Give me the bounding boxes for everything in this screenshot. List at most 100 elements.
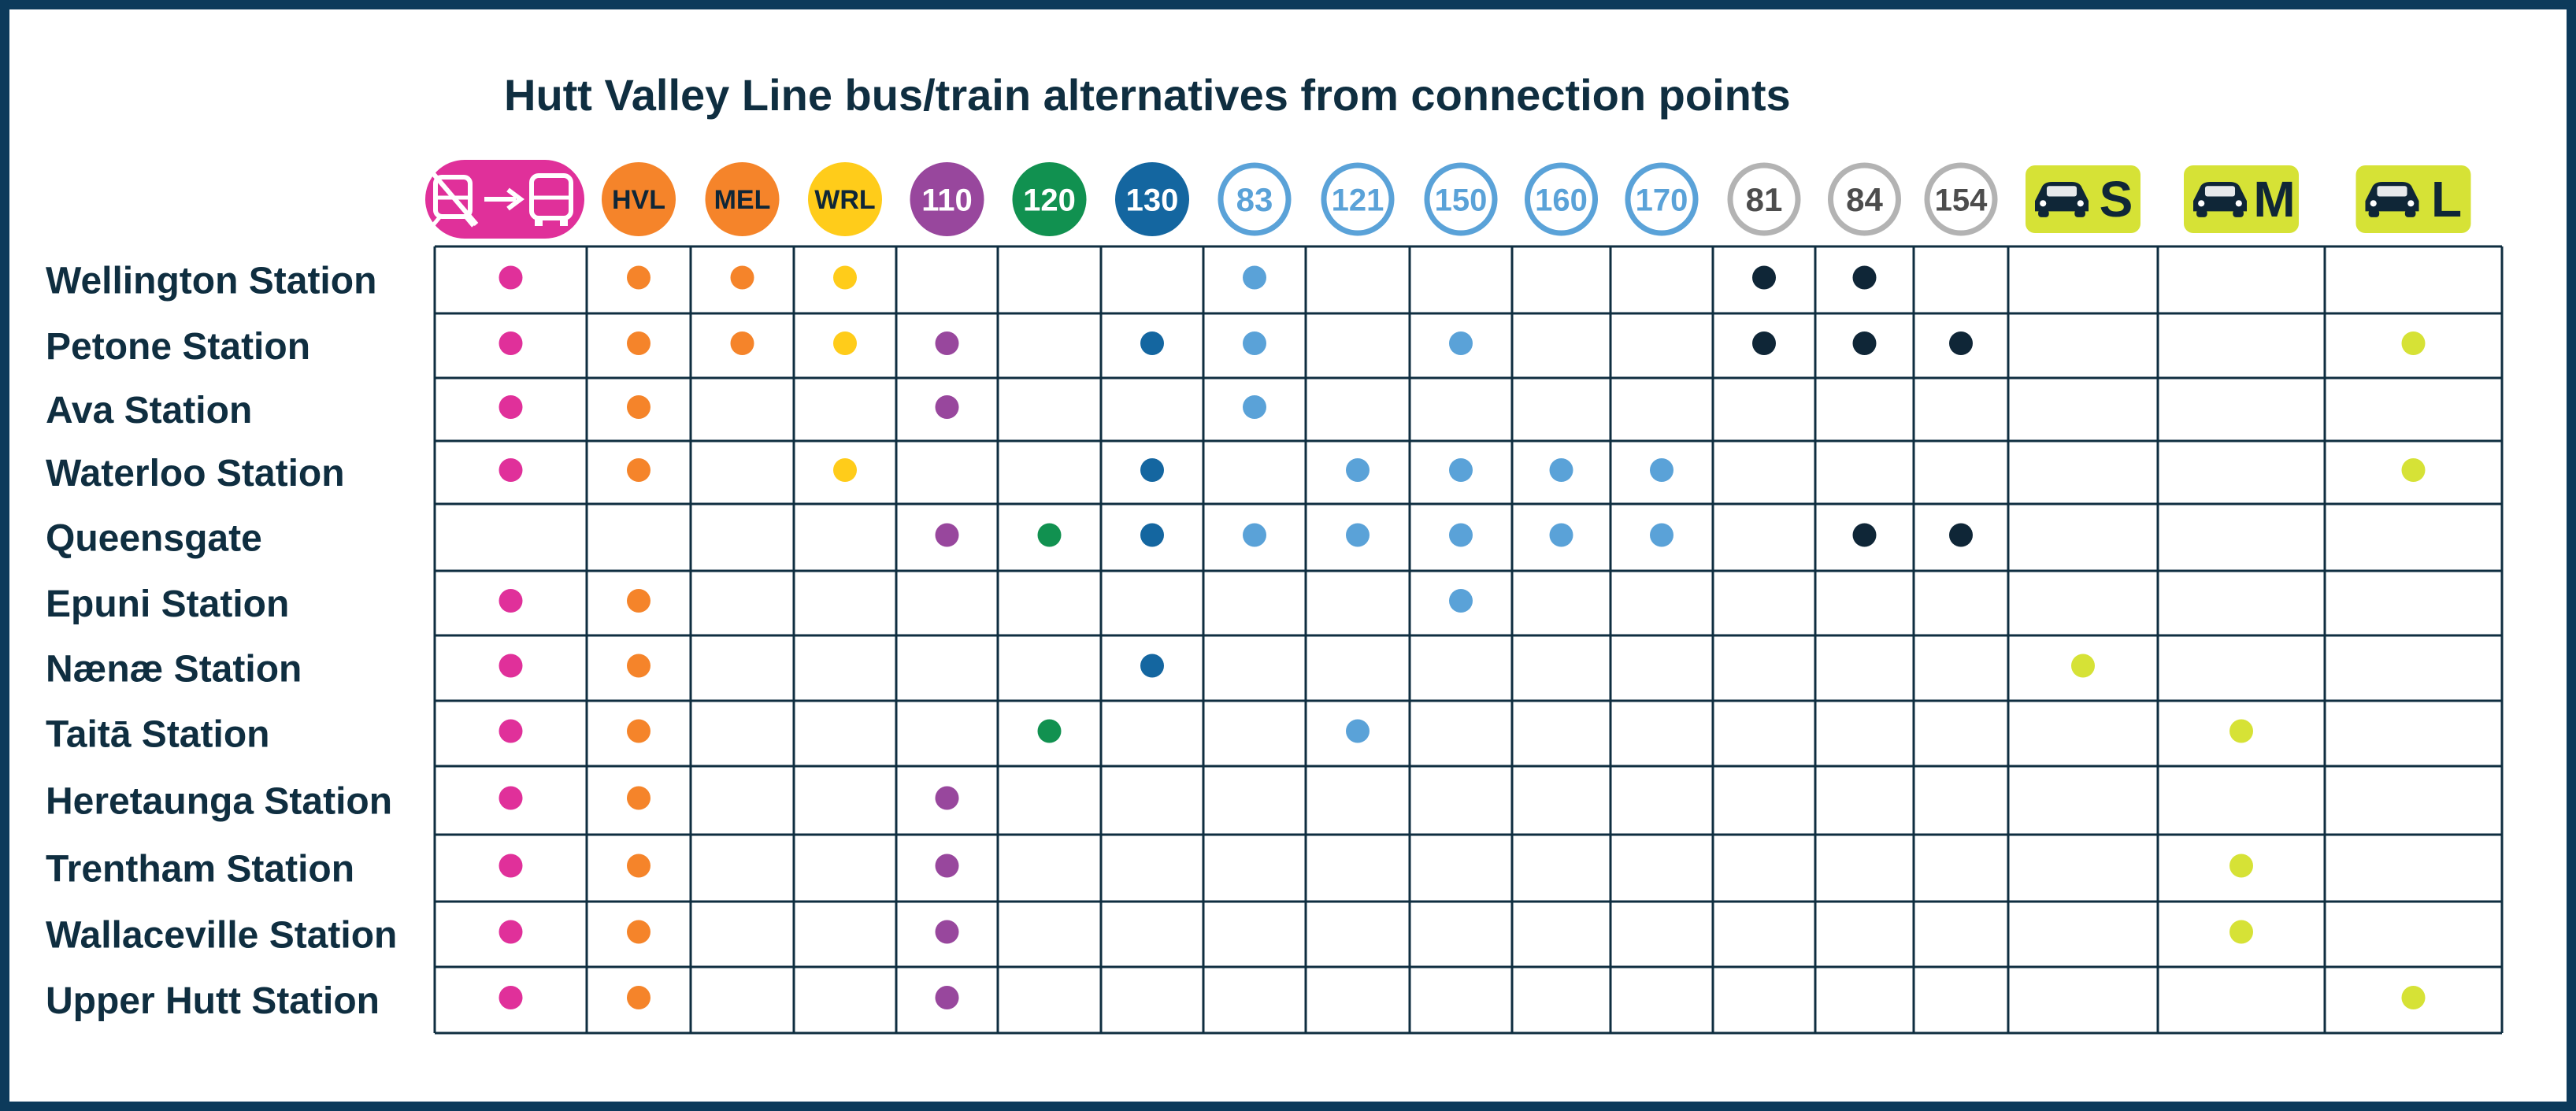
service-dot xyxy=(833,458,857,482)
service-dot xyxy=(1449,458,1473,482)
service-dot xyxy=(1752,265,1776,290)
service-dot xyxy=(1243,265,1266,290)
column-label: M xyxy=(2253,171,2295,228)
column-header-81: 81 xyxy=(1727,162,1801,236)
column-label: S xyxy=(2100,171,2133,228)
column-header-taxi-m: M xyxy=(2184,165,2299,233)
station-label: Trentham Station xyxy=(46,849,354,891)
column-label: 110 xyxy=(921,183,973,217)
column-header-mel: MEL xyxy=(705,162,780,236)
column-label: MEL xyxy=(714,185,771,215)
station-label: Upper Hutt Station xyxy=(46,980,380,1022)
column-header-rail-replacement xyxy=(425,160,584,239)
column-header-wrl: WRL xyxy=(808,162,882,236)
service-dot xyxy=(627,719,650,743)
column-header-160: 160 xyxy=(1525,162,1598,236)
service-dot xyxy=(935,920,959,944)
service-dot xyxy=(499,986,523,1009)
column-label: 84 xyxy=(1846,181,1883,218)
service-dot xyxy=(499,719,523,743)
station-label: Wallaceville Station xyxy=(46,915,397,957)
column-header-110: 110 xyxy=(910,162,984,236)
service-dot xyxy=(627,395,650,419)
service-dot xyxy=(627,265,650,290)
service-dot xyxy=(1852,523,1877,547)
service-dot xyxy=(1037,523,1062,547)
service-dot xyxy=(499,654,523,678)
column-label: 130 xyxy=(1126,183,1179,217)
column-header-taxi-s: S xyxy=(2026,165,2140,233)
service-dot xyxy=(2229,920,2253,944)
grid xyxy=(433,245,2504,1035)
service-dot xyxy=(935,331,959,355)
column-header-taxi-l: L xyxy=(2355,165,2471,233)
service-dot xyxy=(1140,331,1164,355)
service-dot xyxy=(1650,458,1673,482)
service-dot xyxy=(2071,654,2095,678)
service-dot xyxy=(1346,523,1370,547)
service-dot xyxy=(1140,654,1164,678)
service-dot xyxy=(499,331,523,355)
column-label: 150 xyxy=(1435,183,1488,217)
station-label: Wellington Station xyxy=(46,261,376,302)
service-dot xyxy=(1949,331,1973,355)
car-icon xyxy=(2035,182,2089,217)
service-dot xyxy=(1449,589,1473,613)
service-dot xyxy=(499,265,523,290)
column-header-154: 154 xyxy=(1924,162,1998,236)
service-dot xyxy=(2401,331,2426,355)
service-dot xyxy=(1243,395,1266,419)
service-dot xyxy=(935,395,959,419)
chart-title: Hutt Valley Line bus/train alternatives … xyxy=(504,70,1791,120)
service-matrix: Wellington Station Petone Station Ava Stat… xyxy=(46,160,2504,1035)
car-icon xyxy=(2193,182,2247,217)
service-dot xyxy=(1549,523,1573,547)
column-label: 154 xyxy=(1935,183,1988,217)
station-label: Queensgate xyxy=(46,518,262,560)
service-dot xyxy=(627,854,650,878)
station-label: Ava Station xyxy=(46,390,252,431)
service-dot xyxy=(1140,458,1164,482)
service-dot xyxy=(499,786,523,810)
column-label: 160 xyxy=(1535,183,1588,217)
car-icon xyxy=(2365,182,2419,217)
column-label: 83 xyxy=(1236,181,1273,218)
station-label: Taitā Station xyxy=(46,714,269,756)
service-dot xyxy=(627,458,650,482)
column-header-150: 150 xyxy=(1424,162,1498,236)
column-header-84: 84 xyxy=(1828,162,1901,236)
column-label: 121 xyxy=(1332,183,1384,217)
service-dot xyxy=(935,523,959,547)
service-dot xyxy=(499,854,523,878)
column-label: 120 xyxy=(1023,183,1076,217)
service-dot xyxy=(1752,331,1776,355)
station-label: Petone Station xyxy=(46,326,310,368)
service-dot xyxy=(627,986,650,1009)
service-dot xyxy=(2401,458,2426,482)
station-label: Epuni Station xyxy=(46,583,289,625)
service-dot xyxy=(499,458,523,482)
service-dot xyxy=(1650,523,1673,547)
service-dot xyxy=(1549,458,1573,482)
service-dot xyxy=(499,920,523,944)
column-header-121: 121 xyxy=(1321,162,1395,236)
service-dot xyxy=(1037,719,1062,743)
service-dot xyxy=(627,589,650,613)
column-label: 81 xyxy=(1746,181,1783,218)
column-header-83: 83 xyxy=(1218,162,1292,236)
column-label: L xyxy=(2431,171,2462,228)
service-dot xyxy=(935,854,959,878)
service-dot xyxy=(730,331,754,355)
service-dot xyxy=(1140,523,1164,547)
column-header-130: 130 xyxy=(1115,162,1189,236)
train-to-bus-icon xyxy=(428,169,573,228)
service-dot xyxy=(627,920,650,944)
service-dot xyxy=(1346,458,1370,482)
station-label: Waterloo Station xyxy=(46,453,345,494)
service-dot xyxy=(730,265,754,290)
column-label: HVL xyxy=(612,185,665,215)
service-dot xyxy=(2229,719,2253,743)
service-dot xyxy=(1243,523,1266,547)
service-dot xyxy=(1243,331,1266,355)
